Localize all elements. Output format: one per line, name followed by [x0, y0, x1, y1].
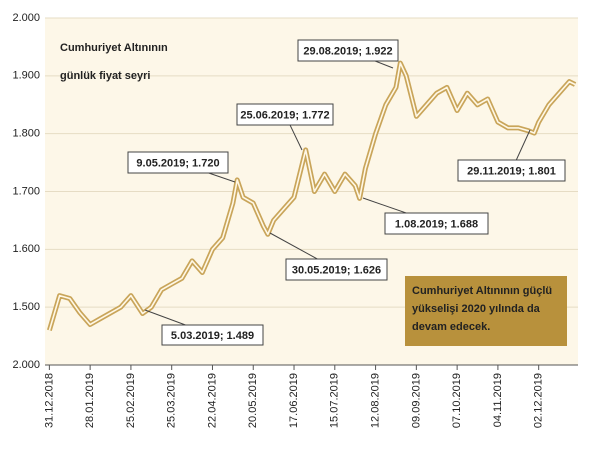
x-tick-label: 25.02.2019 — [125, 373, 137, 428]
y-tick-label: 1.700 — [12, 185, 40, 197]
x-tick-label: 09.09.2019 — [410, 373, 422, 428]
y-tick-label: 1.900 — [12, 70, 40, 82]
annotation-label: 5.03.2019; 1.489 — [171, 330, 254, 342]
y-tick-label: 1.800 — [12, 128, 40, 140]
x-tick-label: 15.07.2019 — [329, 373, 341, 428]
annotation-box — [384, 212, 489, 235]
annotation-label: 1.08.2019; 1.688 — [395, 218, 478, 230]
annotation-box — [236, 103, 334, 126]
annotation-label: 9.05.2019; 1.720 — [136, 157, 219, 169]
note-box — [405, 276, 567, 346]
x-tick-label: 02.12.2019 — [533, 373, 545, 428]
annotation-box — [161, 324, 264, 346]
x-tick-label: 22.04.2019 — [206, 373, 218, 428]
note-text: yükselişi 2020 yılında da — [412, 303, 541, 315]
x-tick-label: 07.10.2019 — [451, 373, 463, 428]
chart-title: Cumhuriyet Altınının — [60, 42, 168, 54]
y-tick-label: 2.000 — [12, 359, 40, 371]
y-tick-label: 2.000 — [12, 12, 40, 24]
annotation-box — [297, 39, 399, 62]
annotation-box — [457, 159, 566, 182]
note-text: Cumhuriyet Altınının güçlü — [412, 285, 552, 297]
x-tick-label: 20.05.2019 — [247, 373, 259, 428]
annotation-label: 29.11.2019; 1.801 — [467, 165, 556, 177]
chart-title: günlük fiyat seyri — [60, 70, 150, 82]
y-tick-label: 1.600 — [12, 243, 40, 255]
annotation-box — [285, 258, 388, 281]
x-tick-label: 28.01.2019 — [84, 373, 96, 428]
annotation-box — [127, 151, 229, 174]
x-tick-label: 12.08.2019 — [369, 373, 381, 428]
x-tick-label: 25.03.2019 — [166, 373, 178, 428]
x-tick-label: 31.12.2018 — [43, 373, 55, 428]
y-tick-label: 1.500 — [12, 301, 40, 313]
note-text: devam edecek. — [412, 321, 490, 333]
annotation-label: 30.05.2019; 1.626 — [292, 264, 381, 276]
x-tick-label: 04.11.2019 — [492, 373, 504, 427]
x-tick-label: 17.06.2019 — [288, 373, 300, 428]
annotation-label: 25.06.2019; 1.772 — [240, 109, 329, 121]
annotation-label: 29.08.2019; 1.922 — [303, 45, 392, 57]
